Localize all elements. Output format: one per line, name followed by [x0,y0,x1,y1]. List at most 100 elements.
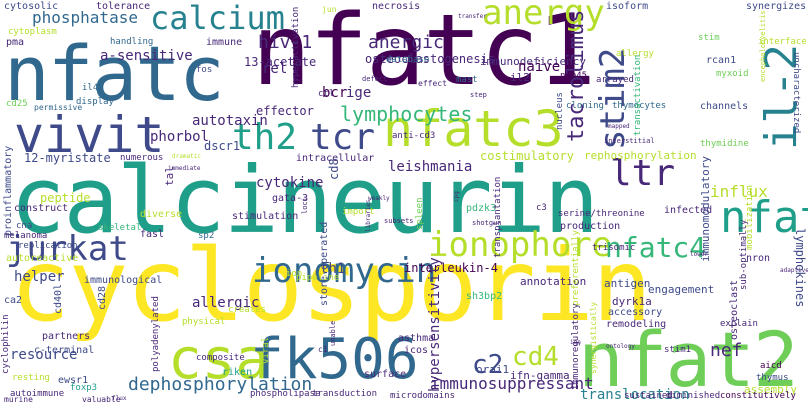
word: immunoregulatory [571,303,581,390]
word: construct [14,203,69,214]
word: nef [710,340,743,361]
word: serine/threonine [558,209,645,219]
word: thymidine [700,139,749,149]
word: riken [222,367,253,378]
word: pipeline [296,273,340,283]
word: jun [322,5,337,14]
word: hyperactivation [291,6,301,88]
word: stim2 [593,47,633,150]
word: explain [720,319,758,329]
word: remodeling [606,319,667,330]
word: naive [518,59,561,75]
word: interleukin-4 [404,261,498,275]
word: weakly [368,195,390,202]
word: interstitial [604,137,655,145]
word: physical [182,317,226,327]
word: rcan1 [706,55,737,66]
word: c-terminal [34,345,95,356]
word: constitutively [720,391,796,401]
word: engagement [648,283,715,296]
word: myxoid [716,69,749,79]
word: bcr [322,85,348,101]
word: 13-acetate [244,55,317,69]
word: ontology [606,343,635,350]
word: osteoclastogenesis [365,52,496,66]
word: ion [286,269,303,279]
word: sub-optimally [739,219,749,290]
word: jurkat [6,229,129,269]
word: cd4 [512,342,559,372]
word: tcr [310,117,376,158]
word: calcium [150,0,285,37]
word: autoimmune [10,389,65,399]
word: nfatc [4,29,225,118]
word: permissive [34,103,83,112]
word: sustained [624,391,673,401]
word: resource [10,347,78,363]
word: shotgun [472,219,502,227]
word: polyadenylated [151,296,161,372]
word: isoform [606,1,649,12]
word: skeletal [98,223,142,233]
word: phosphatase [32,8,138,27]
word: display [76,97,114,107]
word: dscr1 [204,139,241,153]
word: phospholipase [250,389,321,399]
word: murine [4,395,33,404]
word: nfatc1 [252,0,596,108]
word: valuable [82,395,121,404]
word: leishmania [388,159,473,175]
word: preferentially [571,230,581,306]
word: 12-myristate [24,151,111,165]
word: production [560,221,621,232]
word: loci [301,197,309,214]
word: tolerance [96,1,151,12]
word: synergizes [746,1,807,12]
word: pdzk3 [466,203,497,214]
word: resting [12,373,50,383]
word: ige [346,85,372,101]
word: dephosphorylation [128,374,313,395]
word: pma [6,37,25,48]
word: hypersensitivity [427,257,443,392]
word: anergy [482,0,605,33]
word: melanoma [4,231,48,241]
word: cd25 [6,99,28,109]
word: nucleus [555,92,565,130]
word: stimulation [232,211,299,222]
word: mast [456,75,478,85]
word: icos [404,345,429,356]
word: thymocytes [612,101,667,111]
word: c2 [472,350,504,380]
word: dramatic [172,153,201,160]
word: transactivation [633,54,643,136]
word: nron [746,253,771,264]
word: trisomic [592,243,636,253]
word: annotation [520,275,587,288]
word: ign [570,339,581,346]
word: cytoplasm [8,27,57,37]
word: th2 [232,117,298,158]
word: nip45 [560,71,588,81]
word: infected [664,205,713,216]
word: autoreactive [6,253,79,264]
word: adaptive [780,267,808,274]
word: nfat2 [578,315,799,404]
word: costimulatory [480,149,574,163]
word: cna [16,221,33,231]
word: encephalomyelitis [759,10,767,82]
word: import [342,207,375,217]
word: gata-3 [272,193,309,204]
word: immediate [168,165,201,172]
word: lower [690,251,709,258]
word: cytokine [256,175,324,191]
word: subsets [384,217,414,225]
word: dyrk1a [612,295,652,308]
word: nfatc3 [383,100,564,158]
word: intracellular [296,153,375,164]
word: ca2 [4,295,23,306]
word: fos [196,65,213,75]
word: helper [14,269,65,285]
word: sp2 [198,231,215,241]
word: interface [758,37,807,47]
